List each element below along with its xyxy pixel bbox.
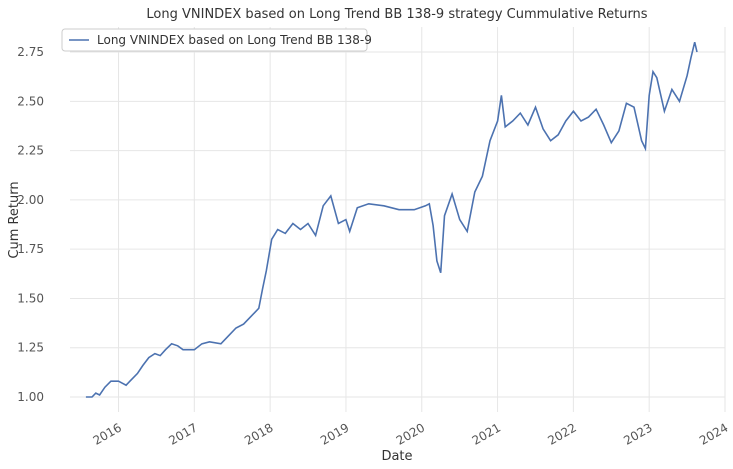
- x-tick-label: 2022: [545, 420, 578, 447]
- x-tick-label: 2021: [470, 420, 503, 447]
- x-axis-label: Date: [381, 449, 412, 464]
- legend: Long VNINDEX based on Long Trend BB 138-…: [61, 28, 372, 52]
- x-tick-label: 2018: [242, 420, 275, 447]
- y-tick-label: 1.75: [17, 242, 44, 256]
- chart-title: Long VNINDEX based on Long Trend BB 138-…: [146, 7, 647, 22]
- x-tick-label: 2016: [91, 420, 124, 447]
- y-tick-label: 2.75: [17, 45, 44, 59]
- y-tick-label: 1.25: [17, 341, 44, 355]
- y-tick-label: 2.25: [17, 144, 44, 158]
- y-tick-label: 2.00: [17, 193, 44, 207]
- line: [85, 42, 698, 398]
- x-tick-label: 2023: [621, 420, 654, 447]
- legend-label: Long VNINDEX based on Long Trend BB 138-…: [97, 33, 372, 47]
- y-tick-label: 1.50: [17, 291, 44, 305]
- x-tick-label: 2017: [166, 420, 199, 447]
- y-axis-label: Cum Return: [7, 181, 22, 258]
- y-tick-label: 1.00: [17, 390, 44, 404]
- x-tick-label: 2019: [318, 420, 351, 447]
- legend-box: [61, 28, 368, 52]
- x-tick-label: 2020: [394, 420, 427, 447]
- x-tick-label: 2024: [697, 420, 730, 447]
- y-tick-label: 2.50: [17, 94, 44, 108]
